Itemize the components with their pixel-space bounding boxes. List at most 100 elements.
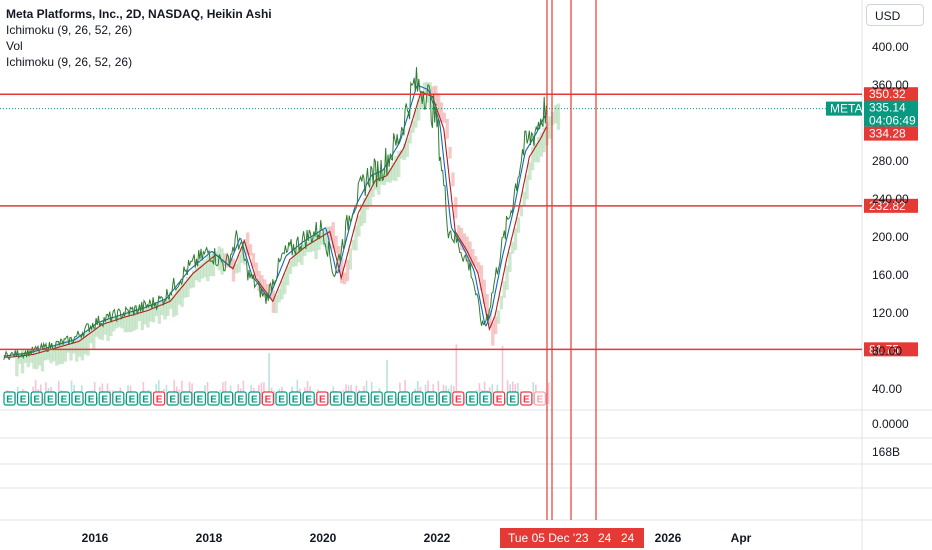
ichimoku-cloud-segment bbox=[26, 350, 30, 368]
ichimoku-cloud-segment bbox=[109, 316, 113, 336]
volume-bar bbox=[83, 399, 86, 404]
ichimoku-cloud-segment bbox=[257, 270, 261, 292]
ichimoku-cloud-segment bbox=[556, 103, 561, 130]
ichimoku-cloud-segment bbox=[35, 348, 39, 370]
ichimoku-cloud-segment bbox=[246, 232, 250, 255]
ichimoku-cloud-segment bbox=[103, 319, 107, 335]
volume-bar bbox=[314, 398, 317, 404]
legend-ichimoku-2[interactable]: Ichimoku (9, 26, 52, 26) bbox=[6, 55, 133, 69]
earnings-marker bbox=[465, 391, 478, 406]
symbol-tag bbox=[826, 101, 862, 116]
earnings-marker-label: E bbox=[265, 395, 272, 406]
currency-button[interactable]: USD bbox=[866, 4, 924, 26]
ichimoku-cloud-segment bbox=[32, 349, 36, 369]
ichimoku-cloud-segment bbox=[66, 341, 70, 353]
volume-bar bbox=[219, 390, 222, 404]
ichimoku-cloud-segment bbox=[491, 322, 495, 346]
ichimoku-cloud-segment bbox=[248, 244, 253, 256]
volume-axis-tick: 0.0000 bbox=[872, 417, 909, 431]
ichimoku-cloud-segment bbox=[186, 276, 190, 298]
ichimoku-cloud-segment bbox=[38, 348, 42, 366]
ichimoku-cloud-segment bbox=[157, 299, 162, 324]
earnings-marker bbox=[139, 391, 152, 406]
ichimoku-cloud-segment bbox=[337, 246, 341, 273]
ichimoku-cloud-segment bbox=[29, 351, 33, 363]
x-tick-label: Apr bbox=[731, 531, 752, 545]
ichimoku-cloud-segment bbox=[382, 169, 387, 186]
ichimoku-cloud-segment bbox=[129, 309, 133, 333]
ichimoku-cloud-segment bbox=[174, 290, 179, 316]
earnings-marker bbox=[411, 391, 424, 406]
legend-ichimoku-1[interactable]: Ichimoku (9, 26, 52, 26) bbox=[6, 23, 133, 37]
extra-x-label: 24 bbox=[621, 531, 635, 545]
ichimoku-cloud-segment bbox=[496, 310, 501, 324]
ichimoku-cloud-segment bbox=[291, 253, 295, 267]
legend-volume[interactable]: Vol bbox=[6, 39, 23, 53]
earnings-marker bbox=[193, 391, 206, 406]
volume-bar bbox=[437, 381, 440, 404]
ichimoku-cloud-segment bbox=[40, 346, 45, 372]
earnings-marker bbox=[84, 391, 98, 406]
volume-bar bbox=[396, 397, 399, 404]
ichimoku-cloud-segment bbox=[468, 241, 472, 267]
ichimoku-cloud-segment bbox=[234, 263, 238, 274]
earnings-marker-label: E bbox=[61, 395, 68, 406]
ichimoku-cloud-segment bbox=[365, 194, 370, 210]
y-tick-label: 280.00 bbox=[872, 154, 909, 168]
ichimoku-cloud-segment bbox=[542, 127, 546, 153]
ichimoku-cloud-segment bbox=[77, 336, 82, 357]
earnings-marker bbox=[234, 391, 247, 406]
base-line bbox=[3, 91, 547, 358]
crosshair-date-label: Tue 05 Dec '23 bbox=[508, 531, 589, 545]
volume-bar bbox=[96, 396, 99, 404]
ichimoku-cloud-segment bbox=[60, 340, 65, 364]
earnings-marker-label: E bbox=[101, 395, 108, 406]
earnings-marker-label: E bbox=[537, 395, 544, 406]
earnings-marker-label: E bbox=[346, 395, 353, 406]
ichimoku-cloud-segment bbox=[169, 297, 173, 309]
earnings-marker bbox=[248, 391, 261, 406]
ichimoku-cloud-segment bbox=[197, 264, 201, 283]
ichimoku-cloud-segment bbox=[513, 227, 518, 251]
earnings-marker bbox=[289, 391, 302, 406]
ichimoku-cloud-segment bbox=[448, 146, 452, 159]
ichimoku-cloud-segment bbox=[294, 250, 298, 267]
ichimoku-cloud-segment bbox=[166, 297, 170, 317]
crosshair-label-box bbox=[500, 528, 644, 548]
ichimoku-cloud-segment bbox=[228, 258, 233, 269]
last-price-value: 335.14 bbox=[869, 101, 906, 115]
x-tick-label: 2018 bbox=[196, 531, 223, 545]
ichimoku-cloud-segment bbox=[368, 188, 372, 207]
earnings-marker bbox=[343, 391, 356, 406]
ichimoku-cloud-segment bbox=[106, 316, 110, 341]
ichimoku-cloud-segment bbox=[18, 352, 22, 364]
ichimoku-cloud-segment bbox=[214, 251, 219, 262]
ichimoku-cloud-segment bbox=[251, 253, 256, 268]
earnings-marker-label: E bbox=[305, 395, 312, 406]
volume-bar bbox=[547, 382, 550, 404]
x-tick-label: 2020 bbox=[310, 531, 337, 545]
earnings-marker bbox=[520, 391, 533, 406]
ichimoku-cloud-segment bbox=[311, 237, 315, 252]
earnings-marker bbox=[98, 391, 111, 406]
ichimoku-cloud-segment bbox=[80, 334, 85, 361]
ichimoku-cloud-segment bbox=[357, 215, 361, 237]
legend-title[interactable]: Meta Platforms, Inc., 2D, NASDAQ, Heikin… bbox=[6, 7, 272, 21]
ichimoku-cloud-segment bbox=[539, 132, 543, 157]
earnings-marker bbox=[207, 391, 220, 406]
volume-bar bbox=[409, 397, 411, 404]
ichimoku-cloud-segment bbox=[209, 253, 213, 277]
ichimoku-cloud-segment bbox=[297, 248, 301, 263]
ichimoku-cloud-segment bbox=[551, 111, 555, 126]
ichimoku-cloud-segment bbox=[462, 233, 466, 252]
ichimoku-cloud-segment bbox=[152, 303, 156, 323]
ichimoku-cloud-segment bbox=[72, 339, 76, 354]
ichimoku-cloud-segment bbox=[402, 143, 407, 161]
earnings-marker-label: E bbox=[387, 395, 394, 406]
ichimoku-cloud-segment bbox=[371, 183, 375, 197]
ichimoku-cloud-segment bbox=[200, 262, 204, 279]
volume-bar bbox=[301, 393, 304, 404]
ichimoku-cloud-segment bbox=[15, 350, 19, 377]
